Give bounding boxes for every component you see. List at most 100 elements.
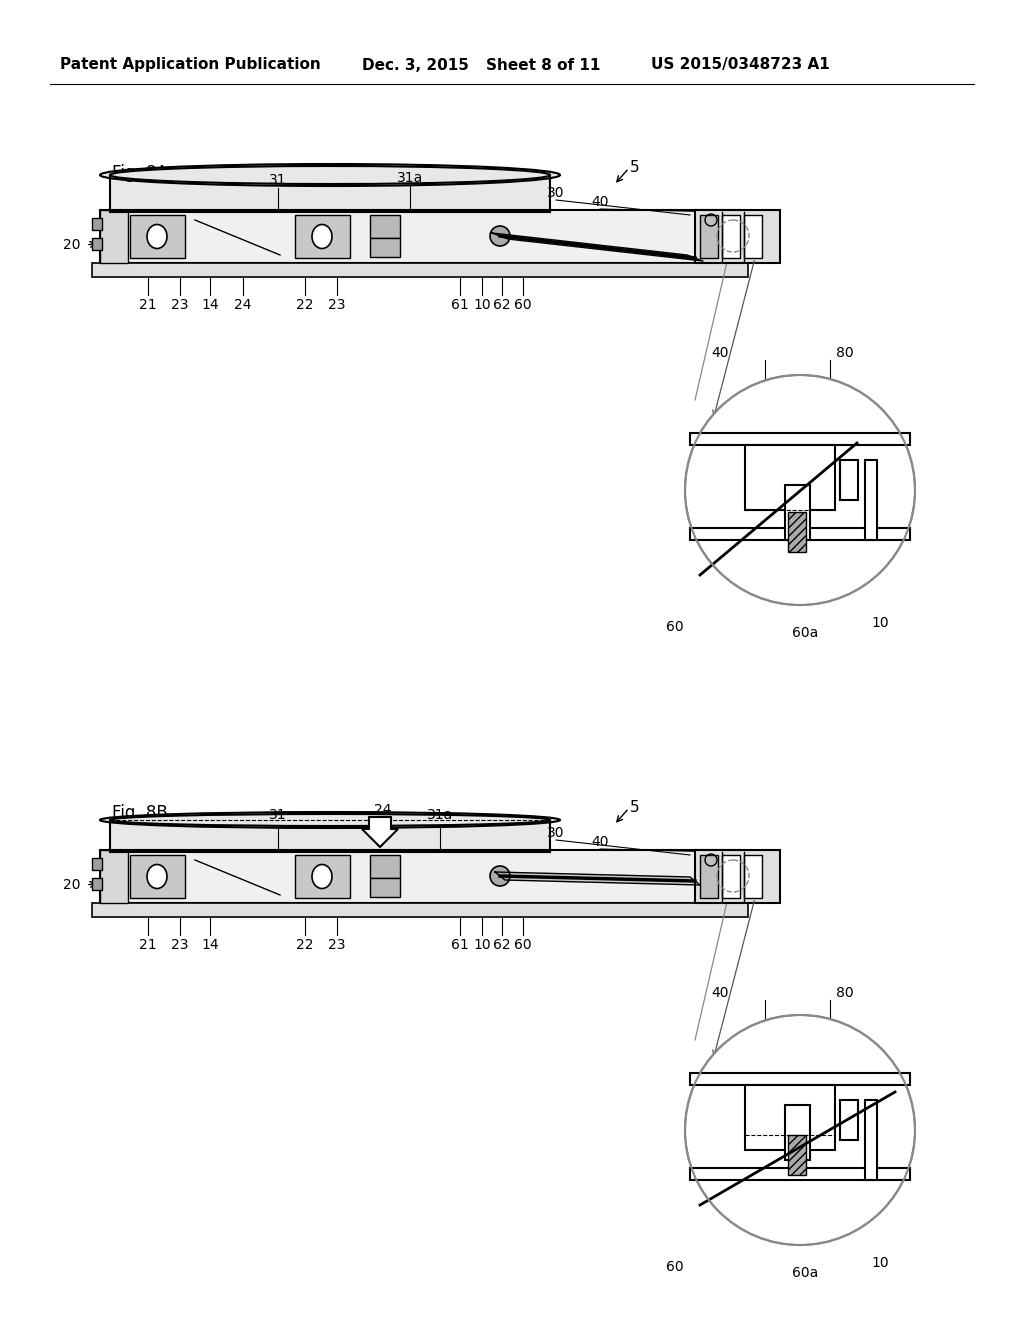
Bar xyxy=(92,263,748,277)
Text: 21: 21 xyxy=(139,298,157,312)
Ellipse shape xyxy=(312,865,332,888)
Bar xyxy=(295,215,350,257)
Ellipse shape xyxy=(100,812,560,828)
Bar xyxy=(690,1168,910,1180)
Text: 31: 31 xyxy=(269,808,287,822)
FancyArrow shape xyxy=(362,817,398,847)
Text: 20: 20 xyxy=(63,878,81,892)
Bar xyxy=(130,215,185,257)
Bar xyxy=(744,855,762,898)
Text: 31: 31 xyxy=(269,173,287,187)
Bar xyxy=(100,210,740,263)
Text: 60a: 60a xyxy=(792,626,818,640)
Bar xyxy=(690,433,910,445)
Bar xyxy=(785,484,810,540)
Text: 60a: 60a xyxy=(792,1266,818,1280)
Text: 62: 62 xyxy=(494,939,511,952)
Text: 24: 24 xyxy=(234,298,252,312)
Text: 5: 5 xyxy=(630,800,640,814)
Text: 10: 10 xyxy=(473,298,490,312)
Bar xyxy=(690,1073,910,1085)
Text: 61: 61 xyxy=(452,298,469,312)
Text: 60: 60 xyxy=(514,298,531,312)
Text: 23: 23 xyxy=(329,939,346,952)
Bar xyxy=(370,238,400,257)
Bar xyxy=(100,850,740,903)
Bar xyxy=(785,1105,810,1160)
Bar xyxy=(700,855,718,898)
Text: 60: 60 xyxy=(667,620,684,634)
Text: 23: 23 xyxy=(171,298,188,312)
Bar xyxy=(92,238,102,249)
Text: 14: 14 xyxy=(201,298,219,312)
Text: Fig. 8B: Fig. 8B xyxy=(112,804,168,822)
Bar xyxy=(700,215,718,257)
Ellipse shape xyxy=(147,865,167,888)
Text: 24: 24 xyxy=(374,803,392,817)
Bar xyxy=(100,210,128,263)
Bar xyxy=(788,1135,806,1175)
Bar xyxy=(370,855,400,878)
Text: 21: 21 xyxy=(139,939,157,952)
Text: 23: 23 xyxy=(171,939,188,952)
Text: 10: 10 xyxy=(473,939,490,952)
Bar xyxy=(92,903,748,917)
Text: 80: 80 xyxy=(837,986,854,1001)
Text: 22: 22 xyxy=(296,939,313,952)
Text: 20: 20 xyxy=(63,238,81,252)
Text: 62: 62 xyxy=(494,298,511,312)
Text: 23: 23 xyxy=(329,298,346,312)
Text: 5: 5 xyxy=(630,160,640,174)
Bar xyxy=(788,512,806,552)
Text: 61: 61 xyxy=(452,939,469,952)
Text: 60: 60 xyxy=(514,939,531,952)
Text: 22: 22 xyxy=(296,298,313,312)
Text: 30: 30 xyxy=(547,186,565,201)
Text: 40: 40 xyxy=(591,836,608,849)
Text: Fig. 8A: Fig. 8A xyxy=(112,164,168,182)
Bar xyxy=(840,459,858,500)
Text: 30: 30 xyxy=(547,826,565,840)
Bar xyxy=(690,528,910,540)
Bar xyxy=(110,176,550,210)
Circle shape xyxy=(685,375,915,605)
Circle shape xyxy=(490,866,510,886)
Ellipse shape xyxy=(147,224,167,248)
Bar xyxy=(92,858,102,870)
Bar xyxy=(110,820,550,851)
Text: 10: 10 xyxy=(871,616,889,630)
Bar xyxy=(100,850,128,903)
Bar xyxy=(722,215,740,257)
Circle shape xyxy=(490,226,510,246)
Text: 60: 60 xyxy=(667,1261,684,1274)
Bar xyxy=(92,218,102,230)
Bar xyxy=(840,1100,858,1140)
Text: Sheet 8 of 11: Sheet 8 of 11 xyxy=(485,58,600,73)
Bar xyxy=(370,215,400,238)
Bar xyxy=(865,1100,877,1180)
Text: Dec. 3, 2015: Dec. 3, 2015 xyxy=(361,58,468,73)
Text: Patent Application Publication: Patent Application Publication xyxy=(59,58,321,73)
Ellipse shape xyxy=(312,224,332,248)
Text: 31a: 31a xyxy=(397,172,423,185)
Text: 80: 80 xyxy=(837,346,854,360)
Text: 40: 40 xyxy=(712,986,729,1001)
Bar xyxy=(130,855,185,898)
Bar xyxy=(745,1085,835,1150)
Bar xyxy=(865,459,877,540)
Text: 14: 14 xyxy=(201,939,219,952)
Bar xyxy=(695,210,780,263)
Circle shape xyxy=(685,1015,915,1245)
Bar xyxy=(92,878,102,890)
Text: 40: 40 xyxy=(591,195,608,209)
Ellipse shape xyxy=(100,164,560,186)
Bar xyxy=(744,215,762,257)
Polygon shape xyxy=(495,873,700,884)
Text: 40: 40 xyxy=(712,346,729,360)
Text: US 2015/0348723 A1: US 2015/0348723 A1 xyxy=(650,58,829,73)
Bar xyxy=(745,445,835,510)
Bar xyxy=(370,878,400,898)
Bar xyxy=(722,855,740,898)
Bar xyxy=(295,855,350,898)
Text: 31a: 31a xyxy=(427,808,454,822)
